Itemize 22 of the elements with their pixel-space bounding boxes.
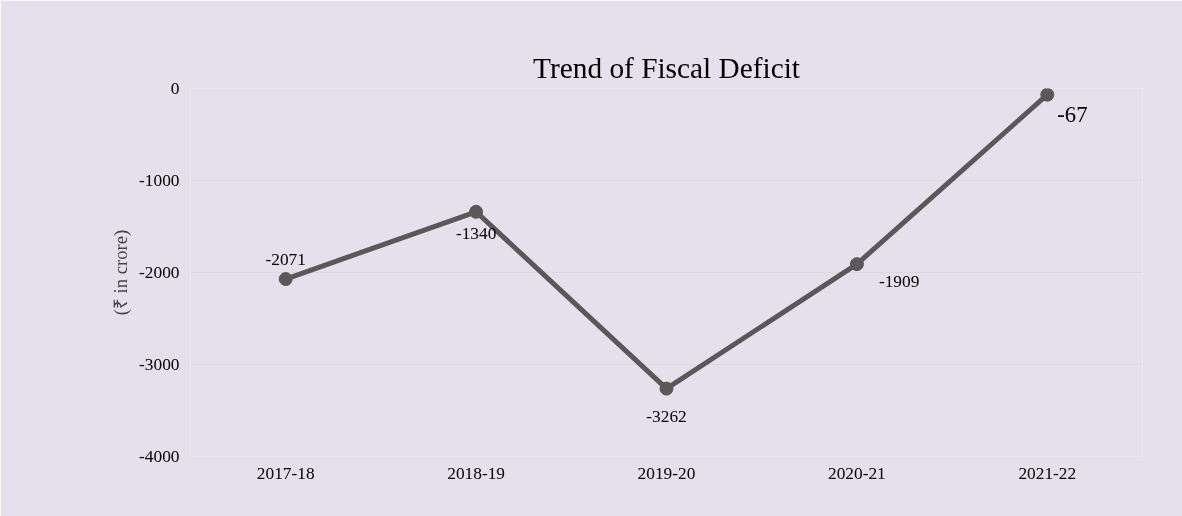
point bbox=[278, 272, 293, 287]
data-label: -1340 bbox=[455, 223, 497, 243]
y-tick-label: -3000 bbox=[139, 355, 180, 374]
x-tick-label: 2021-22 bbox=[1018, 463, 1077, 483]
y-tick-label: -2000 bbox=[139, 263, 180, 282]
chart-title: Trend of Fiscal Deficit bbox=[533, 51, 800, 84]
data-label: -1909 bbox=[878, 272, 920, 292]
point bbox=[849, 257, 864, 272]
x-tick-label: 2020-21 bbox=[828, 463, 886, 483]
y-tick-label: 0 bbox=[170, 79, 180, 98]
data-label: -2071 bbox=[265, 250, 306, 270]
x-tick-label: 2019-20 bbox=[637, 463, 696, 483]
y-tick-label: -1000 bbox=[139, 171, 180, 190]
point bbox=[1040, 88, 1055, 102]
data-label: -67 bbox=[1057, 101, 1088, 127]
data-label: -3262 bbox=[646, 406, 687, 426]
x-tick-label: 2017-18 bbox=[256, 463, 315, 483]
x-tick-label: 2018-19 bbox=[447, 463, 505, 483]
point bbox=[469, 204, 484, 219]
point bbox=[659, 381, 674, 396]
y-axis-title: (₹ in crore) bbox=[110, 229, 133, 316]
y-tick-label: -4000 bbox=[139, 447, 180, 466]
